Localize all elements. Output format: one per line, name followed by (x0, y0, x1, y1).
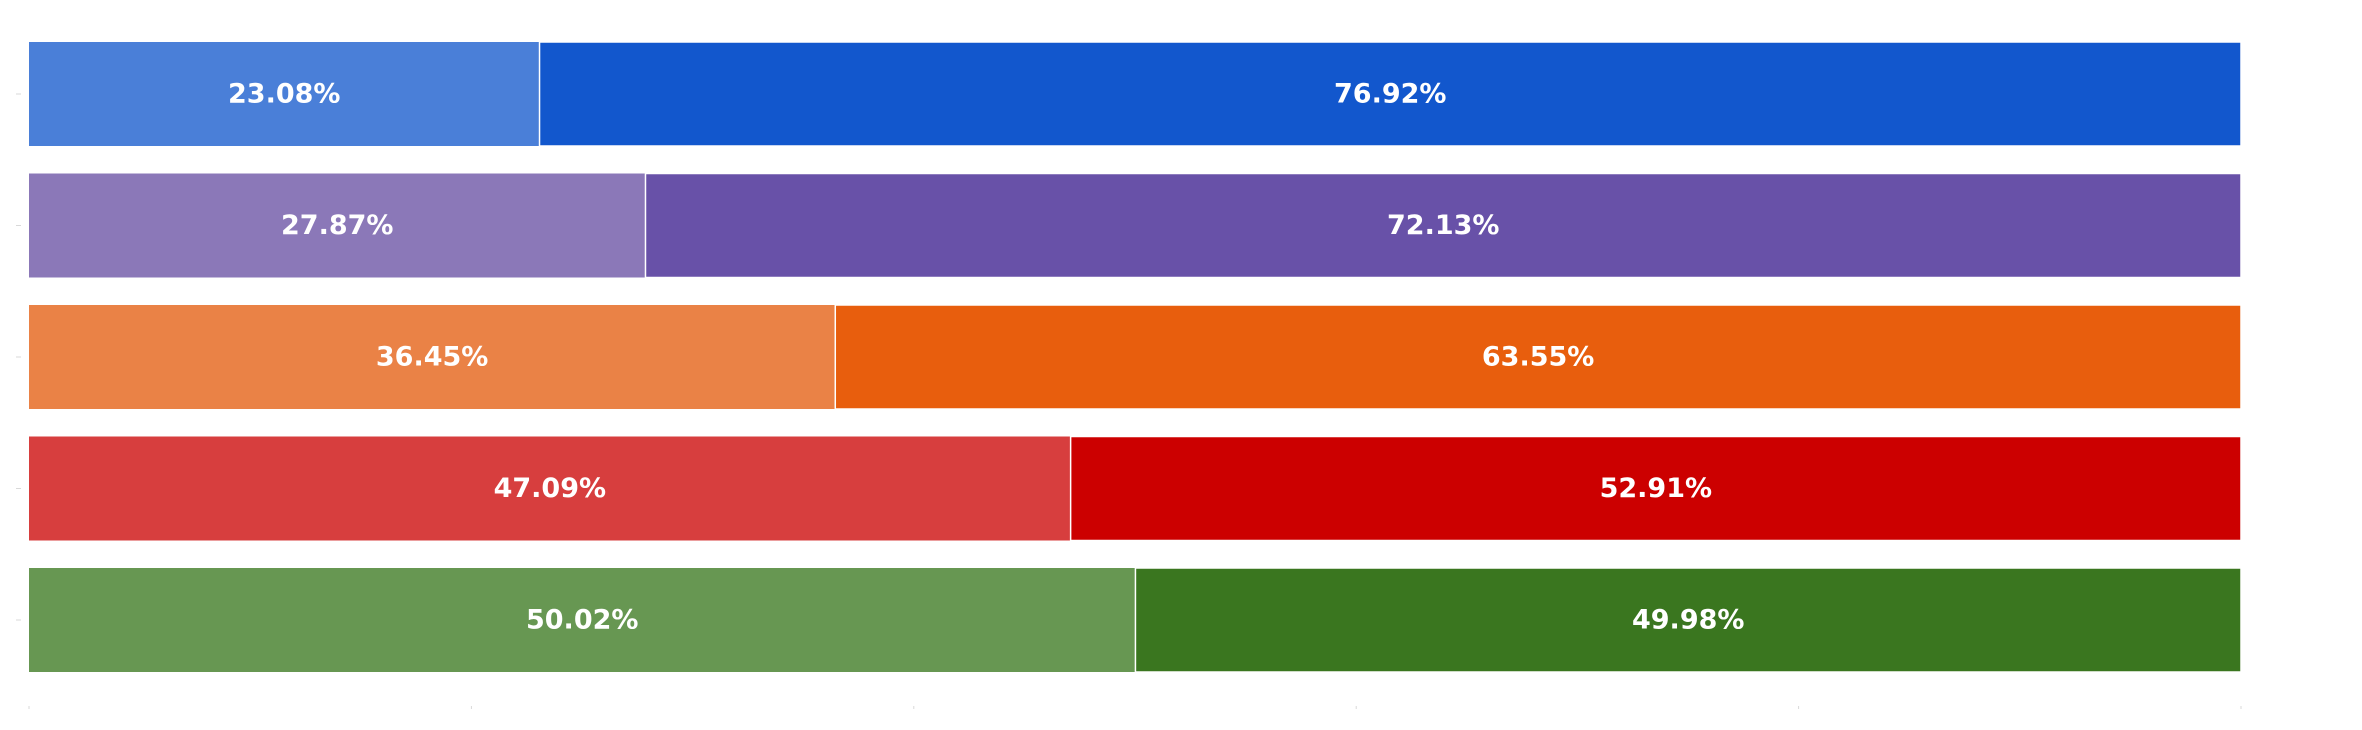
bar-segment-row3-seg1 (29, 305, 836, 409)
data-label-row3-seg1: 36.45% (376, 342, 488, 373)
bar-segment-row2-seg2 (644, 172, 2242, 279)
bar-segment-row1-seg2 (538, 41, 2242, 147)
data-label-row2-seg1: 27.87% (281, 210, 393, 241)
labels-layer: 23.08% 76.92% 27.87% 72.13% 36.45% 63.55% 47.0… (228, 79, 1744, 636)
data-label-row5-seg1: 50.02% (526, 605, 638, 636)
data-label-row4-seg2: 52.91% (1600, 473, 1712, 504)
bar-segment-row2-seg1 (29, 173, 646, 278)
bars-layer (29, 41, 2242, 673)
bar-segment-row4-seg1 (29, 436, 1071, 541)
data-label-row5-seg2: 49.98% (1632, 605, 1744, 636)
bar-segment-row1-seg1 (29, 42, 540, 146)
bar-segment-row4-seg2 (1069, 435, 2242, 542)
data-label-row2-seg2: 72.13% (1387, 210, 1499, 241)
data-label-row1-seg2: 76.92% (1334, 79, 1446, 110)
bar-segment-row3-seg2 (834, 304, 2242, 410)
bar-segment-row5-seg1 (29, 568, 1136, 672)
axis-ticks (16, 93, 2242, 709)
data-label-row1-seg1: 23.08% (228, 79, 340, 110)
bar-segment-row5-seg2 (1134, 567, 2242, 673)
data-label-row4-seg1: 47.09% (494, 473, 606, 504)
data-label-row3-seg2: 63.55% (1482, 342, 1594, 373)
